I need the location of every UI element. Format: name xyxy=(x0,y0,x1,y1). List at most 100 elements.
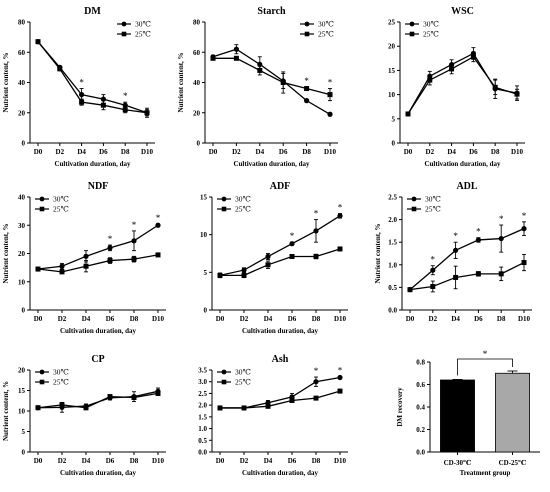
data-point-square xyxy=(35,405,41,411)
y-tick-label: 60 xyxy=(193,49,201,57)
data-point-square xyxy=(313,254,319,260)
panel-adl: 0.0 0.5 1.0 1.5 2.0 2.5 ADL Nutrient content, %… xyxy=(374,181,532,323)
y-tick-label: 60 xyxy=(18,49,26,57)
legend-marker-circle xyxy=(39,196,45,202)
x-tick-label: D0 xyxy=(406,315,415,323)
data-point-square xyxy=(83,405,89,411)
x-tick-label: D8 xyxy=(130,315,139,323)
y-tick-label: 0.5 xyxy=(388,284,397,292)
y-tick-label: 15 xyxy=(18,387,26,395)
data-point-circle xyxy=(313,228,319,234)
data-point-circle xyxy=(313,379,319,385)
data-point-square xyxy=(265,262,271,268)
data-point-circle xyxy=(241,267,247,273)
y-axis-label: Nutrient content, % xyxy=(2,381,10,441)
data-point-circle xyxy=(265,253,271,260)
y-tick-label: 15 xyxy=(388,67,396,75)
panel-cp: 0 5 10 15 20 CP Cultivation duration, day Nutri… xyxy=(2,354,166,477)
data-point-circle xyxy=(327,111,333,117)
data-point-square xyxy=(107,258,113,264)
x-axis-label: Cultivation duration, day xyxy=(242,469,319,477)
series-line-25c xyxy=(409,261,525,291)
legend-label: 30℃ xyxy=(53,368,69,377)
chart-title: Starch xyxy=(257,6,286,17)
y-tick-label: 25 xyxy=(388,19,396,27)
data-point-square xyxy=(59,402,65,408)
y-tick-label: 0.6 xyxy=(416,381,425,389)
x-tick-label: D4 xyxy=(264,457,273,465)
x-tick-label: D2 xyxy=(240,315,249,323)
data-point-circle xyxy=(337,374,343,381)
data-point-square xyxy=(217,405,223,411)
legend-label: 30℃ xyxy=(53,195,69,204)
panel-ndf: 0 10 20 30 40 NDF Cultivation duration, day Nut… xyxy=(2,181,166,335)
legend-label: 25℃ xyxy=(423,30,439,39)
x-tick-label: D6 xyxy=(99,148,108,156)
data-point-square xyxy=(304,86,310,92)
data-point-square xyxy=(79,99,85,105)
significance-star: * xyxy=(123,91,128,101)
y-tick-label: 40 xyxy=(193,79,201,87)
y-tick-label: 1.5 xyxy=(388,239,397,247)
data-point-square xyxy=(453,274,459,280)
significance-star: * xyxy=(314,366,319,376)
y-tick-label: 0 xyxy=(392,140,396,148)
legend-marker-circle xyxy=(411,196,417,202)
series-line-30c xyxy=(409,228,525,291)
legend-marker-square xyxy=(409,31,415,37)
y-tick-label: 3.0 xyxy=(198,378,207,386)
y-tick-label: 10 xyxy=(18,408,26,416)
y-tick-label: 30 xyxy=(18,222,26,230)
data-point-square xyxy=(498,271,504,277)
y-tick-label: 0 xyxy=(197,140,201,148)
legend-label: 25℃ xyxy=(425,205,441,214)
x-axis-label: Cultivation duration, day xyxy=(424,160,501,168)
panel-starch: 0 20 40 60 80 Starch Cultivation duration, day… xyxy=(177,6,338,168)
x-tick-label: D4 xyxy=(447,148,456,156)
data-point-circle xyxy=(430,267,436,273)
bar-cd-25c xyxy=(495,372,530,453)
legend-marker-circle xyxy=(221,196,227,202)
data-point-square xyxy=(100,102,106,108)
data-point-circle xyxy=(79,92,85,98)
data-point-square xyxy=(241,405,247,411)
data-point-circle xyxy=(59,263,65,269)
x-tick-label: D0 xyxy=(216,457,225,465)
legend-marker-circle xyxy=(121,21,127,27)
significance-star: * xyxy=(79,78,84,88)
data-point-square xyxy=(122,107,128,113)
data-point-square xyxy=(35,266,41,272)
chart-title: Ash xyxy=(272,354,289,365)
legend-marker-square xyxy=(411,206,417,212)
significance-star: * xyxy=(314,209,319,219)
data-point-square xyxy=(131,394,137,400)
legend-label: 30℃ xyxy=(235,195,251,204)
data-point-square xyxy=(35,39,41,45)
y-tick-label: 0.5 xyxy=(198,437,207,445)
significance-star: * xyxy=(304,76,309,86)
data-point-square xyxy=(492,84,498,90)
x-tick-label: D0 xyxy=(216,315,225,323)
x-tick-label: D6 xyxy=(106,315,115,323)
x-tick-label: D6 xyxy=(288,457,297,465)
significance-star: * xyxy=(108,234,113,244)
legend-label: 25℃ xyxy=(135,30,151,39)
x-tick-label: D4 xyxy=(82,457,91,465)
data-point-circle xyxy=(475,237,481,243)
y-tick-label: 5 xyxy=(204,269,208,277)
x-axis-label: Treatment group xyxy=(460,469,511,477)
y-tick-label: 0.0 xyxy=(198,449,207,457)
data-point-circle xyxy=(83,253,89,259)
y-tick-label: 0.4 xyxy=(416,404,425,412)
y-axis-label: Nutrient content, % xyxy=(177,52,185,112)
y-tick-label: 20 xyxy=(388,43,396,51)
y-tick-label: 20 xyxy=(18,250,26,258)
x-tick-label: D4 xyxy=(82,315,91,323)
y-tick-label: 10 xyxy=(200,231,208,239)
y-tick-label: 0 xyxy=(22,307,26,315)
legend-label: 25℃ xyxy=(53,205,69,214)
y-axis-label: Nutrient content, % xyxy=(374,223,382,283)
x-tick-label: D4 xyxy=(256,148,265,156)
data-point-square xyxy=(427,77,433,83)
data-point-square xyxy=(470,54,476,60)
